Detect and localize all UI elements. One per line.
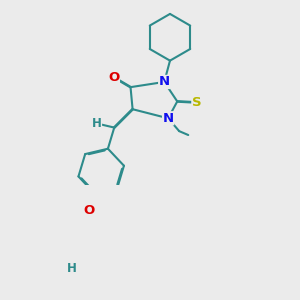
Text: H: H xyxy=(67,262,77,275)
Text: N: N xyxy=(163,112,174,125)
Text: S: S xyxy=(192,96,202,109)
Text: O: O xyxy=(108,71,119,84)
Text: H: H xyxy=(92,117,101,130)
Text: N: N xyxy=(159,76,170,88)
Text: O: O xyxy=(84,204,95,218)
